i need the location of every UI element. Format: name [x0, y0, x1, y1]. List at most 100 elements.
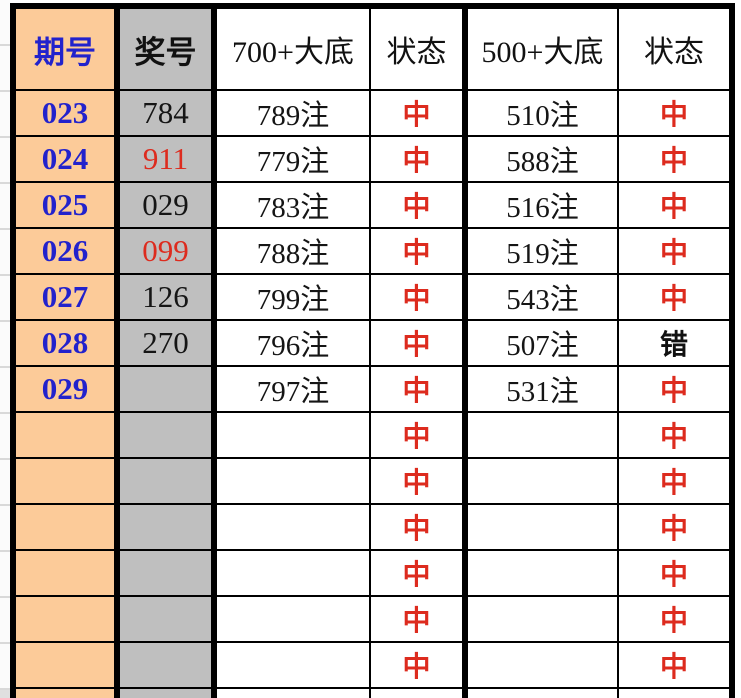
prize-cell[interactable]	[120, 505, 217, 551]
prize-value: 911	[142, 141, 189, 176]
period-value: 027	[41, 279, 89, 314]
pool-700-cell[interactable]: 783注	[217, 183, 371, 229]
pool-700-cell[interactable]	[217, 597, 371, 643]
period-cell[interactable]	[16, 413, 120, 459]
pool-500-cell[interactable]	[468, 413, 619, 459]
status-500-cell[interactable]: 错	[619, 321, 729, 367]
period-cell[interactable]: 023	[16, 91, 120, 137]
header-pool-500-label: 500+大底	[481, 36, 604, 69]
period-cell[interactable]	[16, 597, 120, 643]
pool-500-cell[interactable]: 531注	[468, 367, 619, 413]
header-pool-700-cell[interactable]: 700+大底	[217, 9, 371, 91]
prize-cell[interactable]	[120, 689, 217, 698]
header-status-500-label: 状态	[644, 36, 704, 69]
pool-500-cell[interactable]: 516注	[468, 183, 619, 229]
period-cell[interactable]	[16, 689, 120, 698]
status-700-value: 中	[402, 605, 431, 636]
status-700-cell[interactable]: 中	[371, 505, 468, 551]
prize-cell[interactable]: 784	[120, 91, 217, 137]
status-500-cell[interactable]: 中	[619, 643, 729, 689]
pool-700-cell[interactable]	[217, 551, 371, 597]
pool-500-cell[interactable]: 543注	[468, 275, 619, 321]
status-500-cell[interactable]: 中	[619, 413, 729, 459]
status-500-cell[interactable]: 中	[619, 229, 729, 275]
header-status-700-cell[interactable]: 状态	[371, 9, 468, 91]
period-cell[interactable]: 024	[16, 137, 120, 183]
period-cell[interactable]	[16, 505, 120, 551]
status-500-cell[interactable]	[619, 689, 729, 698]
status-500-cell[interactable]: 中	[619, 459, 729, 505]
status-700-cell[interactable]: 中	[371, 551, 468, 597]
prize-cell[interactable]	[120, 597, 217, 643]
status-500-cell[interactable]: 中	[619, 367, 729, 413]
pool-700-cell[interactable]	[217, 643, 371, 689]
prize-cell[interactable]: 029	[120, 183, 217, 229]
header-status-700-label: 状态	[386, 36, 447, 69]
prize-cell[interactable]: 270	[120, 321, 217, 367]
status-500-cell[interactable]: 中	[619, 275, 729, 321]
prize-cell[interactable]	[120, 643, 217, 689]
pool-500-cell[interactable]: 588注	[468, 137, 619, 183]
prize-cell[interactable]: 126	[120, 275, 217, 321]
status-500-cell[interactable]: 中	[619, 551, 729, 597]
prize-cell[interactable]: 911	[120, 137, 217, 183]
pool-700-cell[interactable]: 796注	[217, 321, 371, 367]
status-700-cell[interactable]: 中	[371, 229, 468, 275]
status-700-cell[interactable]: 中	[371, 321, 468, 367]
period-cell[interactable]: 029	[16, 367, 120, 413]
pool-500-cell[interactable]	[468, 551, 619, 597]
pool-500-cell[interactable]	[468, 459, 619, 505]
prize-cell[interactable]	[120, 459, 217, 505]
period-cell[interactable]	[16, 643, 120, 689]
status-500-cell[interactable]: 中	[619, 597, 729, 643]
status-700-cell[interactable]: 中	[371, 183, 468, 229]
pool-700-cell[interactable]: 797注	[217, 367, 371, 413]
period-cell[interactable]: 028	[16, 321, 120, 367]
pool-500-cell[interactable]: 510注	[468, 91, 619, 137]
period-cell[interactable]: 026	[16, 229, 120, 275]
pool-700-cell[interactable]: 789注	[217, 91, 371, 137]
pool-500-cell[interactable]	[468, 643, 619, 689]
pool-700-cell[interactable]: 779注	[217, 137, 371, 183]
pool-500-cell[interactable]	[468, 689, 619, 698]
status-700-cell[interactable]: 中	[371, 643, 468, 689]
pool-500-cell[interactable]: 507注	[468, 321, 619, 367]
status-500-value: 中	[659, 605, 688, 636]
header-status-500-cell[interactable]: 状态	[619, 9, 729, 91]
status-500-cell[interactable]: 中	[619, 183, 729, 229]
status-700-cell[interactable]	[371, 689, 468, 698]
pool-700-cell[interactable]: 799注	[217, 275, 371, 321]
pool-700-cell[interactable]	[217, 505, 371, 551]
pool-700-cell[interactable]	[217, 413, 371, 459]
prize-cell[interactable]	[120, 413, 217, 459]
status-500-cell[interactable]: 中	[619, 91, 729, 137]
period-cell[interactable]: 027	[16, 275, 120, 321]
status-700-cell[interactable]: 中	[371, 413, 468, 459]
period-value: 028	[41, 325, 89, 360]
status-500-cell[interactable]: 中	[619, 137, 729, 183]
pool-700-cell[interactable]	[217, 689, 371, 698]
status-500-cell[interactable]: 中	[619, 505, 729, 551]
status-700-cell[interactable]: 中	[371, 275, 468, 321]
status-700-value: 中	[402, 283, 431, 314]
prize-cell[interactable]	[120, 367, 217, 413]
pool-500-cell[interactable]: 519注	[468, 229, 619, 275]
pool-700-cell[interactable]: 788注	[217, 229, 371, 275]
pool-700-cell[interactable]	[217, 459, 371, 505]
period-cell[interactable]: 025	[16, 183, 120, 229]
status-700-cell[interactable]: 中	[371, 137, 468, 183]
header-period-cell[interactable]: 期号	[16, 9, 120, 91]
pool-500-cell[interactable]	[468, 597, 619, 643]
status-700-cell[interactable]: 中	[371, 597, 468, 643]
period-value: 023	[41, 95, 89, 130]
period-cell[interactable]	[16, 459, 120, 505]
prize-cell[interactable]: 099	[120, 229, 217, 275]
status-700-cell[interactable]: 中	[371, 367, 468, 413]
prize-cell[interactable]	[120, 551, 217, 597]
period-cell[interactable]	[16, 551, 120, 597]
header-pool-500-cell[interactable]: 500+大底	[468, 9, 619, 91]
pool-500-cell[interactable]	[468, 505, 619, 551]
header-prize-cell[interactable]: 奖号	[120, 9, 217, 91]
status-700-cell[interactable]: 中	[371, 91, 468, 137]
status-700-cell[interactable]: 中	[371, 459, 468, 505]
